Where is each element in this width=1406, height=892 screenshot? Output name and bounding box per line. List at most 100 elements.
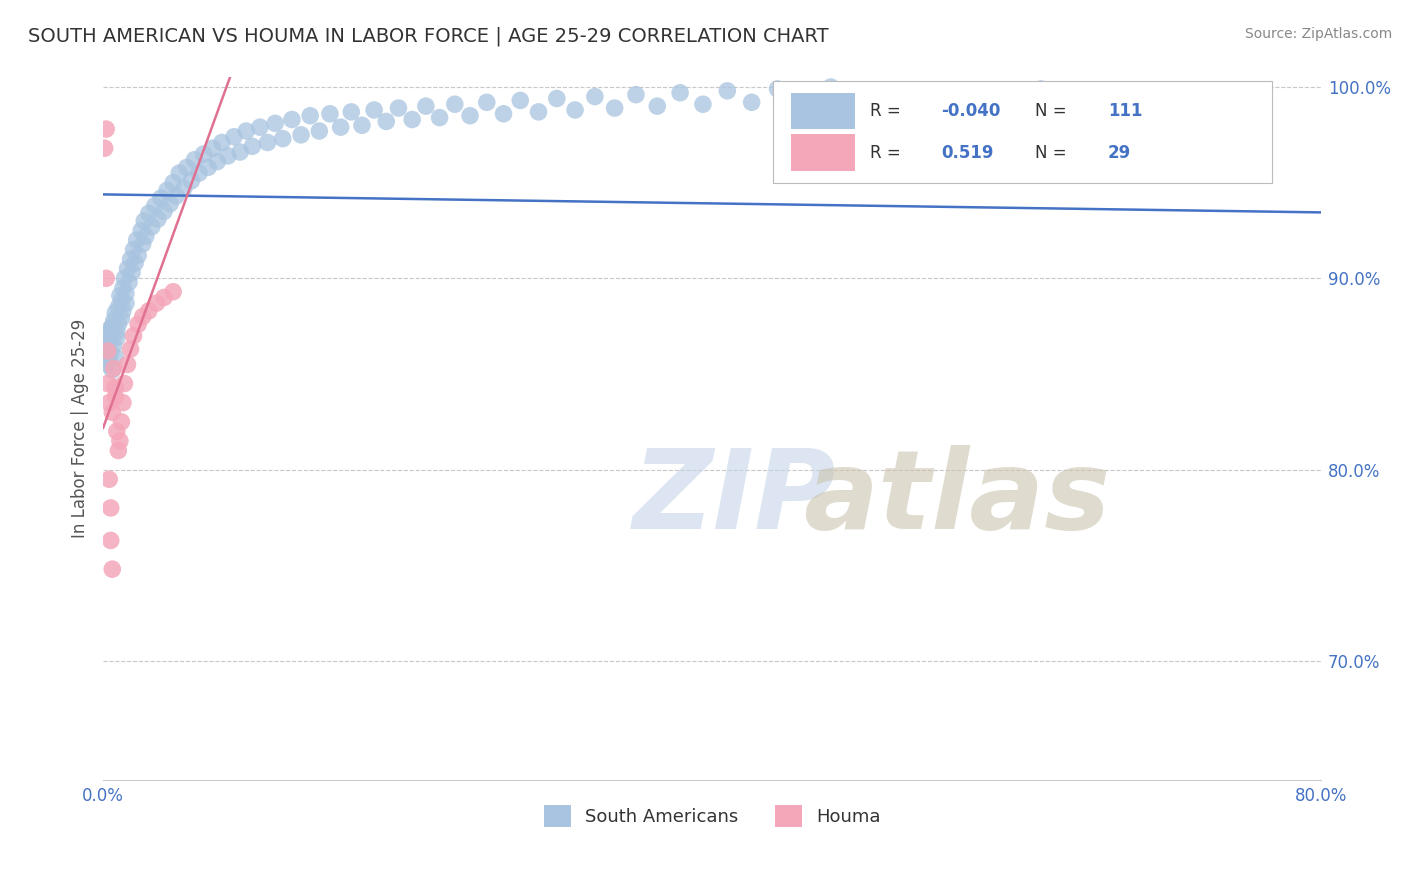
Point — [741, 95, 763, 110]
Point — [329, 120, 352, 135]
Point — [429, 111, 451, 125]
Point — [876, 84, 898, 98]
Point — [107, 318, 129, 332]
Point — [159, 196, 181, 211]
Point — [281, 112, 304, 127]
Point — [100, 346, 122, 360]
Point — [716, 84, 738, 98]
Point — [153, 204, 176, 219]
Point — [188, 166, 211, 180]
Point — [271, 131, 294, 145]
Text: atlas: atlas — [803, 445, 1111, 552]
Point — [107, 443, 129, 458]
Point — [546, 91, 568, 105]
Point — [98, 395, 121, 409]
Point — [165, 189, 187, 203]
Point — [105, 425, 128, 439]
Point — [96, 336, 118, 351]
Point — [115, 296, 138, 310]
Point — [97, 344, 120, 359]
Point — [100, 321, 122, 335]
Point — [110, 294, 132, 309]
Point — [100, 500, 122, 515]
Point — [114, 271, 136, 285]
Point — [669, 86, 692, 100]
Point — [104, 350, 127, 364]
Point — [103, 313, 125, 327]
Point — [229, 145, 252, 159]
Point — [141, 219, 163, 234]
Point — [121, 266, 143, 280]
Point — [101, 363, 124, 377]
Point — [105, 331, 128, 345]
Point — [110, 311, 132, 326]
Text: 111: 111 — [1108, 102, 1143, 120]
Point — [509, 94, 531, 108]
Point — [820, 80, 842, 95]
Point — [207, 154, 229, 169]
Point — [122, 328, 145, 343]
Text: R =: R = — [870, 144, 907, 161]
Point — [101, 562, 124, 576]
Point — [387, 101, 409, 115]
Point — [127, 318, 149, 332]
Point — [180, 174, 202, 188]
Point — [132, 236, 155, 251]
Point — [162, 285, 184, 299]
Text: 0.519: 0.519 — [941, 144, 994, 161]
Point — [104, 380, 127, 394]
Point — [966, 86, 988, 100]
Text: -0.040: -0.040 — [941, 102, 1001, 120]
Point — [110, 415, 132, 429]
Point — [124, 256, 146, 270]
Point — [624, 87, 647, 102]
Text: SOUTH AMERICAN VS HOUMA IN LABOR FORCE | AGE 25-29 CORRELATION CHART: SOUTH AMERICAN VS HOUMA IN LABOR FORCE |… — [28, 27, 828, 46]
Point — [93, 344, 115, 359]
Point — [105, 325, 128, 339]
Text: N =: N = — [1035, 102, 1071, 120]
Point — [97, 358, 120, 372]
Point — [97, 342, 120, 356]
Text: Source: ZipAtlas.com: Source: ZipAtlas.com — [1244, 27, 1392, 41]
Point — [138, 206, 160, 220]
Point — [107, 300, 129, 314]
Point — [120, 342, 142, 356]
Point — [176, 161, 198, 175]
Point — [249, 120, 271, 135]
Point — [100, 533, 122, 548]
Point — [363, 103, 385, 117]
Point — [143, 199, 166, 213]
Point — [132, 310, 155, 324]
Point — [443, 97, 465, 112]
Point — [98, 353, 121, 368]
Point — [240, 139, 263, 153]
Y-axis label: In Labor Force | Age 25-29: In Labor Force | Age 25-29 — [72, 319, 89, 538]
FancyBboxPatch shape — [773, 81, 1272, 183]
Point — [217, 149, 239, 163]
Point — [114, 376, 136, 391]
Point — [96, 271, 118, 285]
Point — [375, 114, 398, 128]
Point — [149, 191, 172, 205]
Point — [108, 434, 131, 448]
Point — [290, 128, 312, 142]
Point — [222, 129, 245, 144]
Point — [1029, 82, 1052, 96]
Point — [146, 212, 169, 227]
Point — [197, 161, 219, 175]
Point — [162, 176, 184, 190]
FancyBboxPatch shape — [792, 93, 855, 129]
Point — [129, 223, 152, 237]
Point — [138, 303, 160, 318]
Point — [118, 275, 141, 289]
Point — [564, 103, 586, 117]
Point — [100, 333, 122, 347]
Point — [492, 107, 515, 121]
Point — [527, 104, 550, 119]
Point — [117, 358, 139, 372]
Point — [308, 124, 330, 138]
Point — [183, 153, 205, 167]
Point — [264, 116, 287, 130]
Point — [125, 233, 148, 247]
Point — [156, 183, 179, 197]
